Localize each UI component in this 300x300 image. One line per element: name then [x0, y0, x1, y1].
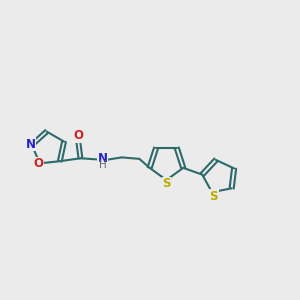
- Text: S: S: [162, 177, 171, 190]
- Text: O: O: [34, 158, 44, 170]
- Text: S: S: [209, 190, 218, 203]
- Text: H: H: [99, 160, 106, 170]
- Text: N: N: [98, 152, 107, 165]
- Text: O: O: [73, 129, 83, 142]
- Text: N: N: [26, 138, 35, 151]
